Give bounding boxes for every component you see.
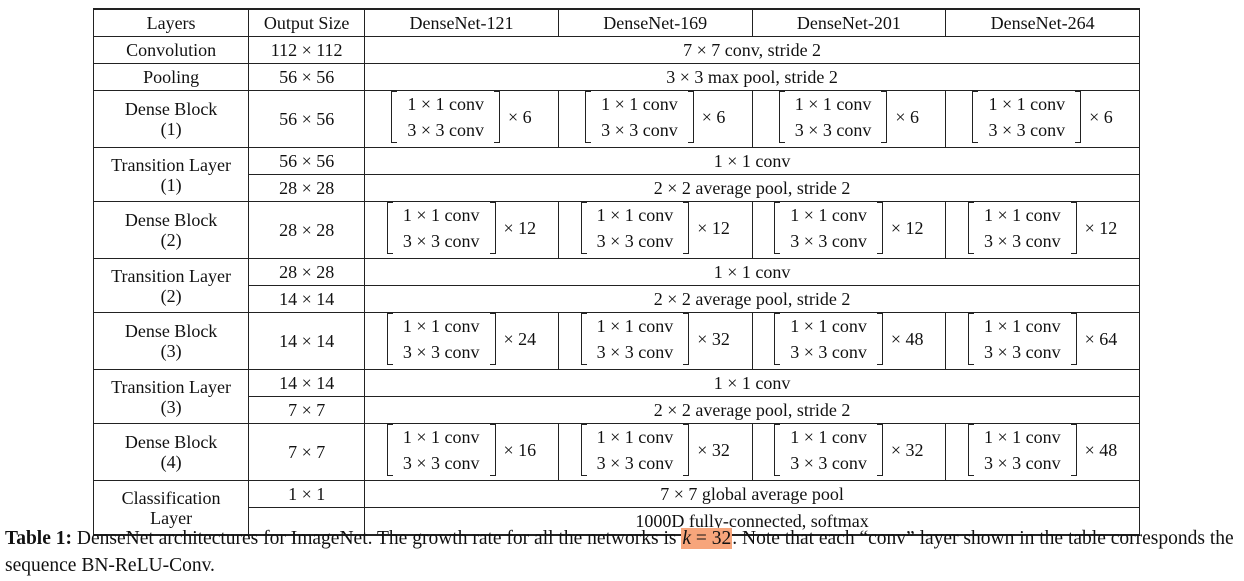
row-transition-1a: Transition Layer (1) 56 × 56 1 × 1 conv xyxy=(92,147,1140,202)
output-size xyxy=(248,507,366,536)
output-size: 7 × 7 xyxy=(248,423,366,481)
row-dense-block-3: Dense Block (3) 14 × 14 1 × 1 conv 3 × 3 c… xyxy=(92,312,1140,370)
row-classification-b: 1000D fully-connected, softmax xyxy=(94,507,1140,536)
layer-name: Classification Layer xyxy=(92,480,250,536)
row-transition-2a: Transition Layer (2) 28 × 28 1 × 1 conv xyxy=(92,258,1140,313)
layer-spec: 2 × 2 average pool, stride 2 xyxy=(364,285,1140,313)
output-size: 7 × 7 xyxy=(248,396,366,424)
block-spec-264: 1 × 1 conv 3 × 3 conv × 48 xyxy=(945,423,1140,481)
growth-rate-value: = 32 xyxy=(691,528,732,549)
row-dense-block-4: Dense Block (4) 7 × 7 1 × 1 conv 3 × 3 con… xyxy=(92,423,1140,481)
layer-spec: 1 × 1 conv xyxy=(364,147,1140,175)
output-size: 14 × 14 xyxy=(248,312,366,370)
header-densenet-264: DenseNet-264 xyxy=(945,8,1140,37)
densenet-architecture-table: Layers Output Size DenseNet-121 DenseNet… xyxy=(92,8,1140,536)
block-spec-121: 1 × 1 conv 3 × 3 conv × 12 xyxy=(364,201,559,259)
layer-spec: 7 × 7 global average pool xyxy=(364,480,1140,508)
output-size: 28 × 28 xyxy=(248,258,366,286)
layer-name: Dense Block (4) xyxy=(92,423,250,481)
block-spec-201: 1 × 1 conv 3 × 3 conv × 6 xyxy=(751,90,947,148)
block-spec-264: 1 × 1 conv 3 × 3 conv × 12 xyxy=(945,201,1140,259)
output-size: 112 × 112 xyxy=(248,36,366,64)
row-dense-block-2: Dense Block (2) 28 × 28 1 × 1 conv 3 × 3 c… xyxy=(92,201,1140,259)
highlighted-growth-rate[interactable]: k = 32 xyxy=(681,528,733,549)
block-spec-264: 1 × 1 conv 3 × 3 conv × 6 xyxy=(945,90,1140,148)
layer-name: Transition Layer (1) xyxy=(92,147,250,202)
output-size: 56 × 56 xyxy=(248,147,366,175)
layer-spec: 1 × 1 conv xyxy=(364,258,1140,286)
layer-spec: 2 × 2 average pool, stride 2 xyxy=(364,396,1140,424)
header-densenet-201: DenseNet-201 xyxy=(751,8,947,37)
caption-label: Table 1: xyxy=(5,528,73,549)
block-spec-169: 1 × 1 conv 3 × 3 conv × 12 xyxy=(557,201,753,259)
caption-text-after: . Note that each “conv” layer shown in t… xyxy=(5,528,1234,576)
row-transition-2b: 14 × 14 2 × 2 average pool, stride 2 xyxy=(94,285,1140,313)
block-spec-121: 1 × 1 conv 3 × 3 conv × 24 xyxy=(364,312,559,370)
row-pooling: Pooling 56 × 56 3 × 3 max pool, stride 2 xyxy=(92,63,1140,91)
layer-spec: 1 × 1 conv xyxy=(364,369,1140,397)
header-output-size: Output Size xyxy=(248,8,366,37)
row-dense-block-1: Dense Block (1) 56 × 56 1 × 1 conv 3 × 3 c… xyxy=(92,90,1140,148)
row-classification-a: Classification Layer 1 × 1 7 × 7 global a… xyxy=(92,480,1140,536)
header-layers: Layers xyxy=(92,8,250,37)
row-transition-1b: 28 × 28 2 × 2 average pool, stride 2 xyxy=(94,174,1140,202)
row-convolution: Convolution 112 × 112 7 × 7 conv, stride… xyxy=(92,36,1140,64)
layer-name: Transition Layer (2) xyxy=(92,258,250,313)
output-size: 28 × 28 xyxy=(248,201,366,259)
block-spec-201: 1 × 1 conv 3 × 3 conv × 32 xyxy=(751,423,947,481)
growth-rate-variable: k xyxy=(682,528,691,549)
output-size: 56 × 56 xyxy=(248,90,366,148)
block-spec-121: 1 × 1 conv 3 × 3 conv × 6 xyxy=(364,90,559,148)
row-transition-3a: Transition Layer (3) 14 × 14 1 × 1 conv xyxy=(92,369,1140,424)
header-row: Layers Output Size DenseNet-121 DenseNet… xyxy=(92,8,1140,37)
layer-spec: 7 × 7 conv, stride 2 xyxy=(364,36,1140,64)
block-spec-201: 1 × 1 conv 3 × 3 conv × 12 xyxy=(751,201,947,259)
caption-text-before: DenseNet architectures for ImageNet. The… xyxy=(72,528,682,549)
layer-name: Dense Block (3) xyxy=(92,312,250,370)
block-spec-169: 1 × 1 conv 3 × 3 conv × 32 xyxy=(557,423,753,481)
output-size: 14 × 14 xyxy=(248,285,366,313)
layer-name: Convolution xyxy=(92,36,250,64)
layer-name: Pooling xyxy=(92,63,250,91)
block-spec-169: 1 × 1 conv 3 × 3 conv × 6 xyxy=(557,90,753,148)
block-spec-121: 1 × 1 conv 3 × 3 conv × 16 xyxy=(364,423,559,481)
output-size: 56 × 56 xyxy=(248,63,366,91)
layer-spec: 1000D fully-connected, softmax xyxy=(364,507,1140,536)
table-caption: Table 1: DenseNet architectures for Imag… xyxy=(5,525,1241,579)
output-size: 28 × 28 xyxy=(248,174,366,202)
header-densenet-121: DenseNet-121 xyxy=(364,8,559,37)
output-size: 1 × 1 xyxy=(248,480,366,508)
layer-spec: 3 × 3 max pool, stride 2 xyxy=(364,63,1140,91)
layer-name: Dense Block (2) xyxy=(92,201,250,259)
output-size: 14 × 14 xyxy=(248,369,366,397)
block-spec-169: 1 × 1 conv 3 × 3 conv × 32 xyxy=(557,312,753,370)
header-densenet-169: DenseNet-169 xyxy=(557,8,753,37)
row-transition-3b: 7 × 7 2 × 2 average pool, stride 2 xyxy=(94,396,1140,424)
layer-spec: 2 × 2 average pool, stride 2 xyxy=(364,174,1140,202)
layer-name: Transition Layer (3) xyxy=(92,369,250,424)
block-spec-264: 1 × 1 conv 3 × 3 conv × 64 xyxy=(945,312,1140,370)
block-spec-201: 1 × 1 conv 3 × 3 conv × 48 xyxy=(751,312,947,370)
layer-name: Dense Block (1) xyxy=(92,90,250,148)
